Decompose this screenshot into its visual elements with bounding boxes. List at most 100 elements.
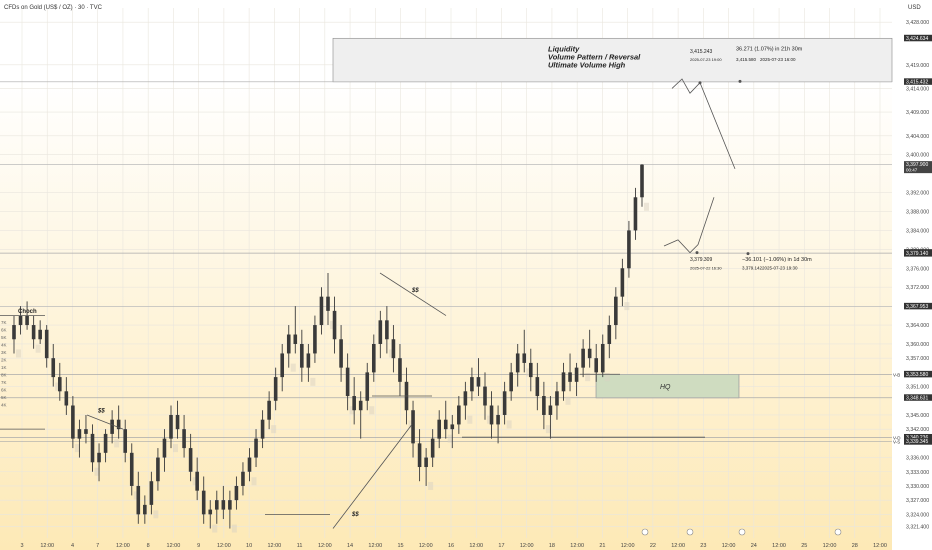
y-tick-label: 3,357.000 bbox=[906, 356, 929, 362]
candle-body bbox=[201, 490, 206, 515]
candle-body bbox=[18, 315, 23, 326]
volume-profile-bar bbox=[624, 302, 630, 311]
candle-body bbox=[38, 329, 42, 340]
volume-profile-bar bbox=[35, 344, 41, 353]
candle-body bbox=[25, 315, 29, 326]
candle-body bbox=[574, 367, 579, 382]
volume-profile-bar bbox=[506, 420, 512, 429]
y-tick-label: 3,376.000 bbox=[906, 266, 929, 272]
x-tick-label: 16 bbox=[448, 543, 454, 549]
volume-profile-bar bbox=[369, 406, 375, 415]
candle-body bbox=[627, 230, 631, 269]
volume-profile-bar bbox=[487, 415, 492, 424]
candle-body bbox=[175, 414, 180, 430]
volume-profile-bar bbox=[290, 363, 296, 372]
price-tag-label: 3,348.631 bbox=[906, 395, 928, 401]
volume-axis-label: 8K bbox=[1, 373, 7, 378]
candle-body bbox=[51, 358, 56, 378]
time-axis[interactable]: 3 12:00 4 7 12:00 8 12:00 9 12:00 10 12:00 11 12:00 1… bbox=[20, 543, 886, 549]
volume-axis-label: 4K bbox=[1, 343, 7, 348]
x-tick-label: 28 bbox=[852, 543, 858, 549]
candle-body bbox=[44, 329, 49, 359]
upper-measure-change: 36.271 (1.07%) in 21h 30m bbox=[736, 47, 803, 53]
x-tick-label: 12:00 bbox=[570, 543, 584, 549]
hq-zone-label: HQ bbox=[660, 384, 671, 391]
candle-body bbox=[208, 509, 213, 515]
y-tick-label: 3,388.000 bbox=[906, 209, 929, 215]
x-tick-label: 12:00 bbox=[419, 543, 433, 549]
price-tag-label: 3,415.432 bbox=[906, 79, 928, 85]
volume-profile-bar bbox=[349, 406, 355, 415]
drawings: Choch $$ $$ $$ 3,415.243 2025-07-23 19:00 36.2… bbox=[0, 47, 842, 536]
candle-body bbox=[398, 358, 402, 382]
x-tick-label: 12:00 bbox=[267, 543, 281, 549]
candle-body bbox=[489, 405, 494, 425]
x-tick-label: 12:00 bbox=[368, 543, 382, 549]
candle-body bbox=[358, 400, 363, 411]
ss-label: $$ bbox=[411, 288, 419, 294]
candle-body bbox=[306, 353, 311, 368]
price-tag-label: 3,353.580 bbox=[906, 372, 928, 378]
choch-label: Choch bbox=[18, 309, 37, 315]
candle-body bbox=[542, 396, 546, 415]
candle-body bbox=[332, 310, 337, 340]
upper-measure-price: 3,415.243 bbox=[690, 49, 712, 55]
candle-body bbox=[84, 429, 88, 434]
x-tick-label: 23 bbox=[700, 543, 706, 549]
x-tick-label: 14 bbox=[347, 543, 353, 549]
candle-body bbox=[502, 391, 507, 415]
candle-body bbox=[352, 396, 356, 411]
ss-label: $$ bbox=[351, 512, 359, 518]
x-tick-label: 12:00 bbox=[671, 543, 685, 549]
price-tag bbox=[904, 250, 932, 257]
x-tick-label: 12:00 bbox=[40, 543, 54, 549]
y-tick-label: 3,419.000 bbox=[906, 63, 929, 69]
projection-up-path bbox=[671, 78, 736, 170]
candle-body bbox=[457, 405, 461, 425]
candle-body bbox=[77, 429, 82, 439]
candle-body bbox=[443, 419, 448, 430]
price-tag bbox=[904, 302, 932, 310]
measure-point bbox=[746, 252, 750, 256]
candle-body bbox=[12, 325, 16, 340]
x-tick-label: 12:00 bbox=[217, 543, 231, 549]
y-tick-label: 3,342.000 bbox=[906, 427, 929, 433]
candle-body bbox=[156, 457, 160, 482]
price-tag-label: 3,339.345 bbox=[906, 439, 928, 445]
volume-profile-bar bbox=[644, 202, 649, 211]
candle-body bbox=[476, 377, 481, 387]
price-tag-label: 3,397.900 bbox=[906, 162, 928, 168]
candle-body bbox=[71, 405, 75, 439]
candle-body bbox=[515, 353, 520, 373]
candle-body bbox=[97, 452, 101, 463]
x-tick-label: 18 bbox=[549, 543, 555, 549]
price-tags: V-B V-DV-S 3,424.634 3,415.432 3,397.90000:4… bbox=[893, 34, 932, 445]
lower-measure-time: 2025-07-22 16:30 bbox=[690, 266, 722, 271]
event-icon bbox=[641, 528, 649, 536]
volume-profile-bar bbox=[447, 434, 453, 443]
event-icon bbox=[686, 528, 694, 536]
lower-measure-price: 3,379.309 bbox=[690, 257, 712, 263]
y-tick-label: 3,324.000 bbox=[906, 512, 929, 518]
price-tag-countdown: 00:47 bbox=[906, 168, 918, 173]
candle-body bbox=[365, 372, 370, 401]
liquidity-sweep-line bbox=[86, 414, 124, 430]
candle-body bbox=[123, 429, 128, 453]
y-tick-label: 3,372.000 bbox=[906, 285, 929, 291]
volume-profile-bar bbox=[251, 477, 257, 486]
volume-profile-bar bbox=[74, 444, 80, 453]
y-tick-label: 3,409.000 bbox=[906, 110, 929, 116]
volume-profile-bar bbox=[133, 491, 139, 500]
candle-body bbox=[313, 325, 317, 354]
candle-body bbox=[169, 414, 173, 439]
x-tick-label: 15 bbox=[397, 543, 403, 549]
event-icon bbox=[834, 528, 842, 536]
measure-point bbox=[738, 79, 742, 83]
volume-profile-bar bbox=[231, 524, 237, 533]
candle-body bbox=[568, 372, 572, 382]
candle-body bbox=[470, 377, 474, 392]
liquidity-sweep-line bbox=[332, 424, 413, 529]
candle-body bbox=[483, 386, 487, 406]
